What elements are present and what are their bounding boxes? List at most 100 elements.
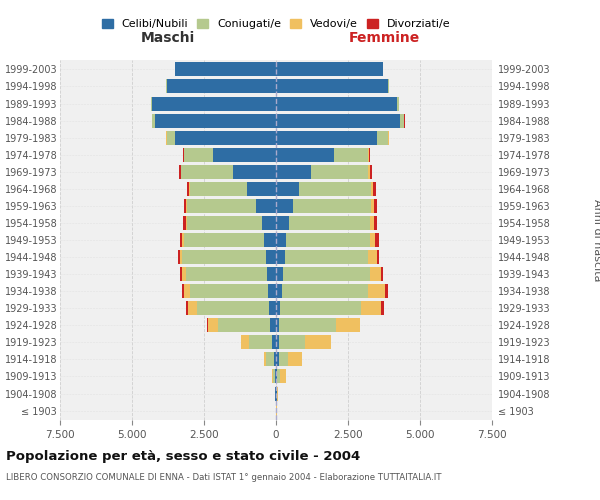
Bar bbox=[276, 370, 280, 384]
Bar bbox=[272, 370, 276, 384]
Bar bbox=[262, 216, 276, 230]
Bar bbox=[175, 62, 276, 76]
Bar bbox=[186, 216, 276, 230]
Bar bbox=[188, 302, 276, 315]
Bar bbox=[187, 216, 276, 230]
Bar bbox=[190, 182, 276, 196]
Bar bbox=[175, 62, 276, 76]
Bar bbox=[276, 336, 305, 349]
Bar bbox=[276, 130, 377, 144]
Bar bbox=[276, 182, 376, 196]
Bar bbox=[166, 130, 276, 144]
Bar bbox=[276, 267, 381, 281]
Bar bbox=[276, 352, 302, 366]
Bar bbox=[276, 148, 334, 162]
Bar bbox=[182, 267, 276, 281]
Bar bbox=[276, 302, 384, 315]
Bar bbox=[247, 182, 276, 196]
Bar bbox=[276, 250, 379, 264]
Bar bbox=[276, 199, 293, 213]
Bar bbox=[276, 284, 368, 298]
Bar bbox=[276, 284, 282, 298]
Bar bbox=[276, 62, 383, 76]
Bar bbox=[212, 148, 276, 162]
Bar bbox=[179, 165, 276, 178]
Bar bbox=[152, 114, 276, 128]
Bar bbox=[175, 130, 276, 144]
Bar bbox=[276, 370, 277, 384]
Bar bbox=[276, 284, 388, 298]
Text: Maschi: Maschi bbox=[141, 31, 195, 45]
Bar bbox=[266, 250, 276, 264]
Bar bbox=[276, 199, 371, 213]
Bar bbox=[189, 182, 276, 196]
Bar bbox=[276, 96, 397, 110]
Bar bbox=[276, 318, 359, 332]
Bar bbox=[276, 182, 299, 196]
Bar bbox=[267, 267, 276, 281]
Bar bbox=[166, 80, 276, 94]
Bar bbox=[167, 130, 276, 144]
Bar bbox=[218, 318, 276, 332]
Bar bbox=[179, 233, 276, 247]
Bar bbox=[276, 148, 370, 162]
Bar bbox=[276, 386, 278, 400]
Bar bbox=[248, 336, 276, 349]
Bar bbox=[276, 216, 370, 230]
Bar bbox=[241, 336, 276, 349]
Bar bbox=[275, 386, 276, 400]
Bar bbox=[276, 318, 279, 332]
Bar bbox=[272, 336, 276, 349]
Bar bbox=[187, 199, 276, 213]
Bar bbox=[276, 267, 283, 281]
Bar bbox=[276, 62, 383, 76]
Bar bbox=[276, 80, 389, 94]
Bar bbox=[276, 96, 400, 110]
Bar bbox=[182, 284, 276, 298]
Bar bbox=[166, 80, 276, 94]
Bar bbox=[208, 318, 276, 332]
Bar bbox=[276, 80, 389, 94]
Bar bbox=[276, 352, 287, 366]
Bar bbox=[175, 62, 276, 76]
Bar bbox=[276, 114, 404, 128]
Bar bbox=[183, 148, 276, 162]
Bar bbox=[276, 352, 279, 366]
Bar bbox=[272, 370, 276, 384]
Bar bbox=[276, 216, 289, 230]
Bar bbox=[276, 233, 379, 247]
Bar bbox=[276, 199, 374, 213]
Bar bbox=[190, 284, 276, 298]
Bar bbox=[166, 80, 276, 94]
Bar bbox=[175, 62, 276, 76]
Bar bbox=[275, 370, 276, 384]
Bar bbox=[276, 302, 361, 315]
Bar bbox=[276, 199, 377, 213]
Bar bbox=[152, 114, 276, 128]
Bar bbox=[276, 284, 385, 298]
Bar bbox=[276, 165, 368, 178]
Bar bbox=[179, 267, 276, 281]
Bar bbox=[276, 80, 389, 94]
Bar bbox=[276, 250, 377, 264]
Text: Popolazione per età, sesso e stato civile - 2004: Popolazione per età, sesso e stato civil… bbox=[6, 450, 360, 463]
Bar bbox=[276, 80, 388, 94]
Bar bbox=[276, 62, 383, 76]
Bar bbox=[265, 233, 276, 247]
Bar bbox=[276, 233, 376, 247]
Bar bbox=[268, 284, 276, 298]
Bar bbox=[276, 130, 389, 144]
Bar bbox=[181, 165, 276, 178]
Bar bbox=[275, 386, 276, 400]
Bar bbox=[184, 148, 276, 162]
Bar bbox=[276, 216, 377, 230]
Bar bbox=[178, 250, 276, 264]
Bar bbox=[276, 165, 371, 178]
Bar bbox=[233, 165, 276, 178]
Bar bbox=[186, 267, 276, 281]
Bar bbox=[276, 386, 278, 400]
Bar bbox=[276, 386, 277, 400]
Bar bbox=[276, 130, 388, 144]
Bar bbox=[276, 62, 383, 76]
Bar bbox=[276, 302, 280, 315]
